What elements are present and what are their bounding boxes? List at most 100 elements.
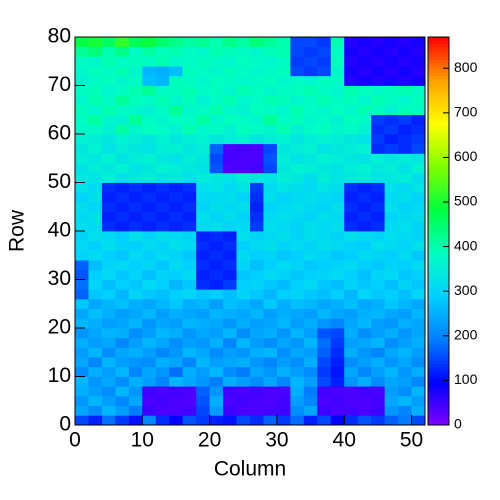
heat-cell: [384, 143, 399, 154]
heat-cell: [115, 201, 130, 212]
heat-cell: [317, 415, 332, 426]
colorbar-segment: [428, 334, 449, 339]
heat-cell: [128, 114, 143, 125]
colorbar-segment: [428, 392, 449, 397]
heat-cell: [88, 143, 103, 154]
heat-cell: [250, 192, 264, 203]
colorbar-segment: [428, 91, 449, 96]
colorbar-segment: [428, 169, 449, 174]
heat-cell: [276, 124, 291, 135]
colorbar-segment: [428, 253, 449, 258]
heat-cell: [290, 337, 305, 348]
heat-cell: [303, 386, 318, 397]
heat-cell: [128, 376, 143, 387]
heat-cell: [182, 231, 197, 242]
heat-cell: [115, 153, 130, 164]
heat-cell: [276, 66, 291, 77]
heat-cell: [330, 231, 345, 242]
heat-cell: [303, 211, 318, 222]
colorbar-segment: [428, 101, 449, 106]
colorbar-segment: [428, 146, 449, 151]
heat-cell: [290, 95, 305, 106]
heat-cell: [142, 395, 157, 406]
heat-cell: [236, 260, 251, 271]
heat-cell: [250, 347, 264, 358]
heat-cell: [196, 56, 211, 67]
heat-cell: [276, 143, 291, 154]
heat-cell: [196, 66, 211, 77]
heat-cell: [115, 269, 130, 280]
heat-cell: [101, 201, 116, 212]
heat-cell: [115, 37, 130, 48]
heat-cell: [250, 386, 264, 397]
heat-cell: [88, 376, 103, 387]
heat-cell: [88, 386, 103, 397]
heat-cell: [142, 143, 157, 154]
heat-cell: [223, 328, 237, 339]
heat-cell: [411, 37, 426, 48]
heat-cell: [411, 143, 426, 154]
heat-cell: [142, 298, 157, 309]
heat-cell: [128, 328, 143, 339]
heat-cell: [196, 124, 211, 135]
heat-cell: [250, 289, 264, 300]
heat-cell: [398, 104, 412, 115]
colorbar-segment: [428, 85, 449, 90]
heat-cell: [155, 46, 170, 57]
heat-cell: [357, 221, 372, 232]
heat-cell: [317, 56, 332, 67]
heat-cell: [250, 163, 264, 174]
heat-cell: [155, 337, 170, 348]
heat-cell: [371, 308, 386, 319]
heat-cell: [169, 240, 184, 251]
heat-cell: [115, 298, 130, 309]
heat-cell: [182, 240, 197, 251]
heat-cell: [303, 250, 318, 261]
heat-cell: [250, 153, 264, 164]
heat-cell: [290, 415, 305, 426]
heat-cell: [236, 201, 251, 212]
heat-cell: [196, 231, 211, 242]
heat-cell: [344, 289, 359, 300]
heat-cell: [115, 114, 130, 125]
heat-cell: [344, 366, 359, 377]
heat-cell: [169, 405, 184, 416]
heat-cell: [384, 318, 399, 329]
heat-cell: [75, 56, 89, 67]
heat-cell: [209, 347, 224, 358]
heat-cell: [411, 269, 426, 280]
heat-cell: [182, 260, 197, 271]
colorbar-segment: [428, 166, 449, 170]
heat-cell: [169, 66, 184, 77]
heat-cell: [384, 405, 399, 416]
heat-cell: [263, 124, 278, 135]
heat-cell: [317, 192, 332, 203]
heat-cell: [330, 221, 345, 232]
heat-cell: [115, 240, 130, 251]
heat-cell: [88, 192, 103, 203]
heat-cell: [236, 143, 251, 154]
colorbar-tick-label: 400: [454, 237, 478, 253]
heat-cell: [88, 260, 103, 271]
heat-cell: [276, 366, 291, 377]
heat-cell: [155, 192, 170, 203]
heat-cell: [236, 269, 251, 280]
heat-cell: [263, 231, 278, 242]
heat-cell: [357, 124, 372, 135]
heat-cell: [384, 153, 399, 164]
colorbar-segment: [428, 62, 449, 67]
heat-cell: [357, 172, 372, 183]
heat-cell: [128, 308, 143, 319]
heat-cell: [357, 328, 372, 339]
heat-cell: [128, 143, 143, 154]
heat-cell: [196, 240, 211, 251]
heat-cell: [263, 143, 278, 154]
heat-cell: [101, 337, 116, 348]
heat-cell: [371, 405, 386, 416]
heat-cell: [250, 95, 264, 106]
heat-cell: [182, 395, 197, 406]
x-tick-label: 10: [131, 429, 154, 452]
colorbar-segment: [428, 59, 449, 64]
heat-cell: [101, 75, 116, 86]
heat-cell: [101, 366, 116, 377]
